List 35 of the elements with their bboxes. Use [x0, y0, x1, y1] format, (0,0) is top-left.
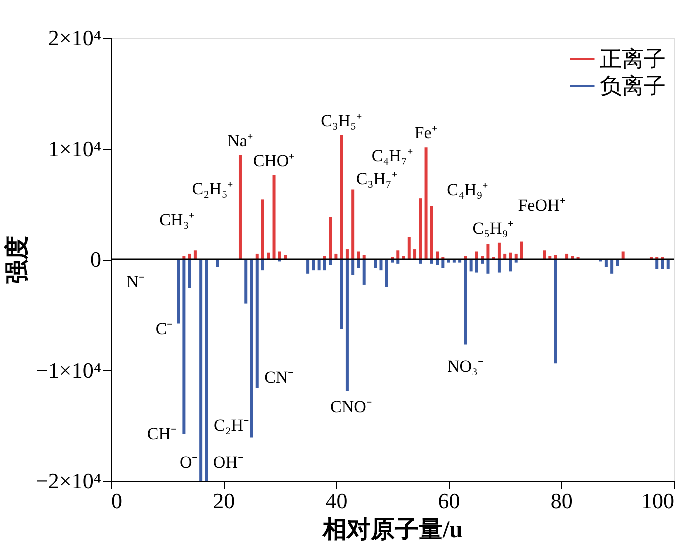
x-tick-label: 20 [213, 488, 236, 514]
annotation: C₂H₅⁺ [192, 180, 234, 199]
annotation: CHO⁺ [253, 151, 296, 170]
annotation: C₄H₇⁺ [372, 146, 414, 166]
y-tick-label: 2×10⁴ [48, 26, 102, 50]
legend-label: 正离子 [600, 46, 666, 72]
x-tick-label: 0 [112, 488, 122, 514]
annotation: C₃H₇⁺ [356, 170, 398, 189]
annotation: CH⁻ [147, 424, 178, 444]
annotation: CN⁻ [264, 368, 294, 387]
x-tick-label: 40 [326, 488, 348, 514]
y-tick-label: −1×10⁴ [36, 358, 102, 383]
x-tick-label: 100 [642, 488, 674, 514]
annotation: O⁻ [180, 453, 198, 472]
x-tick-label: 80 [550, 488, 573, 514]
y-tick-label: 0 [90, 247, 102, 272]
y-axis-title: 强度 [4, 236, 32, 284]
x-axis-title: 相对原子量/u [322, 516, 464, 544]
annotation: Fe⁺ [414, 124, 438, 143]
annotation: Na⁺ [228, 131, 254, 150]
x-tick-label: 60 [438, 488, 460, 514]
annotation: OH⁻ [213, 453, 244, 472]
annotation: C₂H⁻ [214, 416, 250, 435]
legend-label: 负离子 [600, 74, 666, 98]
y-tick-label: −2×10⁴ [36, 468, 102, 494]
annotation: C₃H₅⁺ [321, 111, 363, 130]
y-tick-label: 1×10⁴ [48, 136, 102, 162]
annotation: NO₃⁻ [447, 356, 484, 376]
annotation: FeOH⁺ [518, 196, 566, 215]
annotation: N⁻ [126, 272, 145, 292]
annotation: C₅H₉⁺ [472, 218, 514, 238]
annotation: C⁻ [156, 320, 174, 339]
annotation: CH₃⁺ [160, 210, 196, 230]
annotation: CNO⁻ [330, 397, 372, 416]
annotation: C₄H₉⁺ [447, 180, 489, 200]
